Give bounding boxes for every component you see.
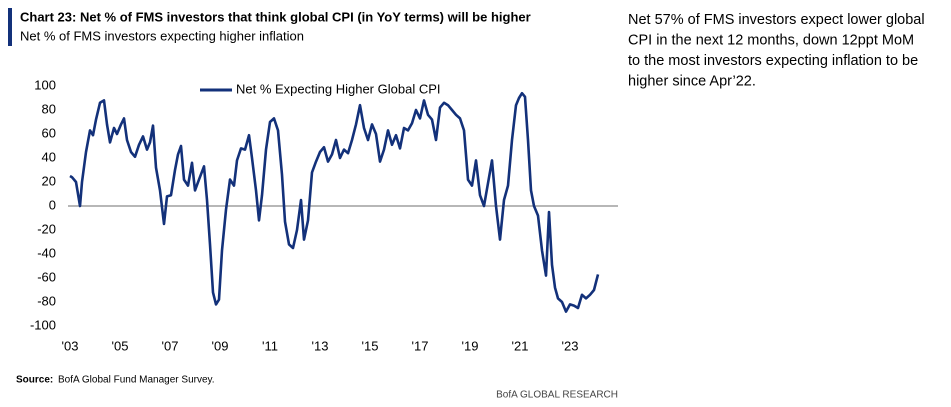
legend-label: Net % Expecting Higher Global CPI	[236, 81, 440, 96]
y-tick-label: -100	[30, 317, 56, 332]
x-tick-label: '15	[362, 338, 379, 353]
y-tick-label: -40	[37, 245, 56, 260]
source-label: Source:	[16, 375, 53, 386]
y-tick-label: -80	[37, 293, 56, 308]
credit: BofA GLOBAL RESEARCH	[496, 390, 618, 401]
y-tick-label: -60	[37, 269, 56, 284]
series-line	[69, 91, 600, 313]
y-tick-label: 40	[42, 149, 56, 164]
x-tick-label: '21	[512, 338, 529, 353]
x-tick-label: '03	[62, 338, 79, 353]
x-tick-label: '05	[112, 338, 129, 353]
chart-subtitle: Net % of FMS investors expecting higher …	[20, 28, 304, 43]
x-tick-label: '09	[212, 338, 229, 353]
y-tick-label: -20	[37, 221, 56, 236]
y-tick-label: 80	[42, 101, 56, 116]
y-tick-label: 20	[42, 173, 56, 188]
source: BofA Global Fund Manager Survey.	[58, 375, 215, 386]
x-tick-label: '13	[312, 338, 329, 353]
x-tick-label: '19	[462, 338, 479, 353]
annotation-line: to the most investors expecting inflatio…	[628, 53, 918, 69]
x-tick-label: '07	[162, 338, 179, 353]
annotation-line: higher since Apr’22.	[628, 73, 756, 89]
y-tick-label: 0	[49, 197, 56, 212]
y-tick-label: 100	[34, 77, 56, 92]
title-accent	[8, 8, 12, 46]
annotation-line: CPI in the next 12 months, down 12ppt Mo…	[628, 32, 914, 48]
y-tick-label: 60	[42, 125, 56, 140]
annotation-line: Net 57% of FMS investors expect lower gl…	[628, 12, 925, 28]
x-tick-label: '11	[262, 338, 278, 353]
x-tick-label: '17	[412, 338, 429, 353]
chart-title: Chart 23: Net % of FMS investors that th…	[20, 9, 531, 24]
x-tick-label: '23	[562, 338, 579, 353]
